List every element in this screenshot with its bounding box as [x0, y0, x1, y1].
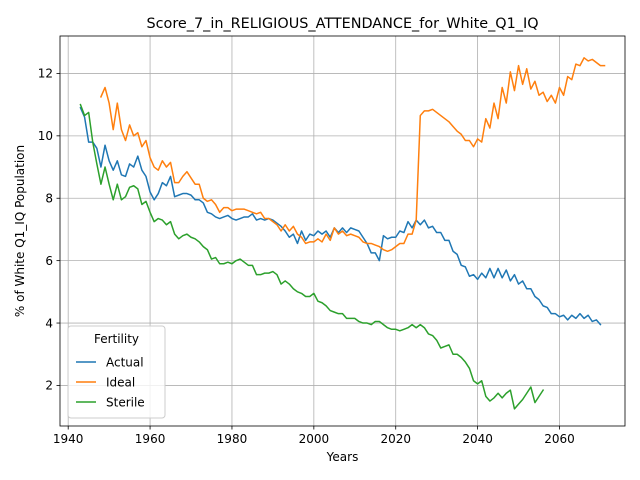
x-axis: 1940 1960 1980 2000 2020 2040 2060	[53, 426, 575, 446]
x-tick-label: 1980	[217, 432, 248, 446]
x-axis-label: Years	[326, 450, 359, 464]
y-tick-label: 2	[45, 379, 53, 393]
gridlines	[60, 36, 625, 426]
x-tick-label: 2060	[544, 432, 575, 446]
x-tick-label: 2000	[299, 432, 330, 446]
series-line-sterile	[79, 103, 545, 410]
legend-title: Fertility	[94, 332, 139, 346]
legend-label-sterile: Sterile	[106, 395, 145, 409]
series-line-actual	[79, 106, 602, 326]
y-tick-label: 4	[45, 316, 53, 330]
x-tick-label: 2020	[380, 432, 411, 446]
y-tick-label: 6	[45, 254, 53, 268]
plot-frame	[59, 35, 626, 427]
legend-label-ideal: Ideal	[106, 375, 135, 389]
y-tick-label: 8	[45, 192, 53, 206]
x-tick-label: 1940	[53, 432, 84, 446]
legend-label-actual: Actual	[106, 355, 144, 369]
legend-box	[67, 325, 166, 419]
y-axis-label: % of White Q1_IQ Population	[13, 145, 27, 317]
y-axis: 2 4 6 8 10 12	[38, 67, 60, 393]
series-line-ideal	[99, 57, 606, 253]
series-lines	[79, 57, 606, 410]
legend: Fertility Actual Ideal Sterile	[67, 325, 166, 419]
y-tick-label: 10	[38, 129, 53, 143]
x-tick-label: 1960	[135, 432, 166, 446]
chart-title: Score_7_in_RELIGIOUS_ATTENDANCE_for_Whit…	[146, 16, 538, 32]
x-tick-label: 2040	[462, 432, 493, 446]
y-tick-label: 12	[38, 67, 53, 81]
